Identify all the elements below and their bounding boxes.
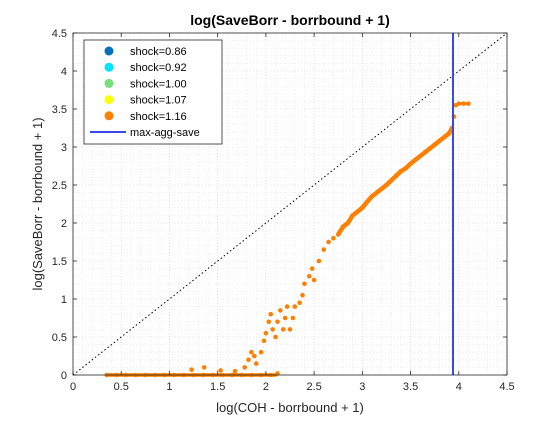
legend-marker	[104, 46, 114, 56]
data-point	[300, 292, 305, 298]
data-point	[249, 349, 254, 355]
data-point	[273, 334, 278, 340]
legend-marker	[104, 95, 114, 105]
legend-marker	[104, 78, 114, 88]
data-point	[253, 361, 259, 366]
chart-title: log(SaveBorr - borrbound + 1)	[190, 12, 390, 28]
data-point	[321, 247, 327, 252]
y-tick-label: 2.5	[52, 180, 67, 192]
series-band-plateau	[454, 102, 470, 107]
data-point	[201, 365, 207, 370]
legend-marker	[104, 62, 114, 72]
legend-box	[83, 39, 223, 145]
legend-entry-label: shock=1.00	[130, 78, 187, 90]
data-point	[242, 365, 247, 370]
data-point	[316, 258, 322, 264]
y-tick-label: 4	[61, 66, 67, 78]
data-point	[302, 281, 307, 287]
x-tick-label: 2	[263, 381, 269, 393]
legend-entry-label: shock=0.86	[130, 46, 187, 58]
grid	[72, 32, 508, 376]
legend-entry-label: shock=0.92	[130, 62, 187, 74]
data-point	[261, 338, 267, 344]
data-point	[287, 327, 293, 332]
legend-entry-label: max-agg-save	[130, 127, 200, 139]
axes-box	[72, 32, 508, 376]
x-tick-label: 1.5	[210, 381, 225, 393]
legend: shock=0.86 shock=0.92 shock=1.00 shock=1.07…	[83, 39, 223, 145]
data-point	[263, 330, 269, 336]
data-point	[290, 315, 296, 321]
data-point	[258, 349, 264, 355]
data-point	[297, 300, 302, 306]
y-tick-label: 3.5	[52, 104, 67, 116]
data-point	[268, 311, 274, 317]
data-point	[270, 327, 275, 332]
x-tick-label: 3	[359, 381, 365, 393]
x-axis-label: log(COH - borrbound + 1)	[216, 400, 364, 415]
x-tick-label: 3.5	[403, 381, 418, 393]
reference-diagonal-line	[72, 32, 508, 376]
y-tick-label: 2	[61, 218, 67, 230]
series-band-diagonal	[335, 125, 455, 237]
data-point	[282, 315, 288, 321]
legend-entry-label: shock=1.07	[130, 95, 187, 107]
data-point	[266, 319, 272, 325]
data-point	[326, 239, 331, 245]
data-point	[189, 367, 194, 372]
data-point	[252, 353, 257, 359]
data-point	[284, 304, 290, 309]
y-axis-label: log(SaveBorr - borrbound + 1)	[30, 117, 45, 290]
x-tick-label: 4.5	[499, 381, 514, 393]
y-tick-label: 1.5	[52, 256, 67, 268]
x-tick-label: 2.5	[306, 381, 321, 393]
x-tick-label: 1	[166, 381, 172, 393]
data-point	[278, 308, 283, 313]
data-point	[306, 273, 312, 279]
x-tick-label: 4	[456, 381, 462, 393]
data-point	[232, 368, 238, 374]
data-point	[218, 368, 223, 373]
y-tick-label: 0	[61, 370, 67, 382]
y-tick-label: 4.5	[52, 28, 67, 40]
data-point	[309, 266, 315, 271]
x-tick-label: 0.5	[114, 381, 129, 393]
data-point	[311, 277, 317, 283]
data-point	[292, 304, 298, 309]
y-tick-label: 1	[61, 294, 67, 306]
data-point	[275, 319, 280, 325]
legend-entry-label: shock=1.16	[130, 111, 187, 123]
data-point	[331, 235, 336, 241]
legend-marker	[104, 111, 114, 121]
y-tick-label: 3	[61, 142, 67, 154]
x-tick-label: 0	[70, 381, 76, 393]
data-point	[246, 357, 251, 363]
data-point	[280, 327, 286, 332]
y-tick-label: 0.5	[52, 332, 67, 344]
